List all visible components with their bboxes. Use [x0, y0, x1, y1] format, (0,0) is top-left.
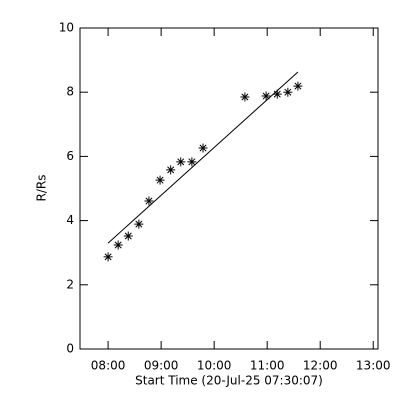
- point: [272, 89, 282, 99]
- fit-line: [107, 71, 299, 244]
- y-axis-label: R/Rs: [35, 175, 49, 202]
- point: [240, 92, 250, 102]
- x-tick-label: 12:00: [303, 359, 338, 373]
- y-tick-label: 10: [59, 21, 74, 35]
- x-tick-label: 13:00: [356, 359, 391, 373]
- y-tick-label: 0: [66, 342, 74, 356]
- point: [176, 157, 186, 167]
- x-axis-label: Start Time (20-Jul-25 07:30:07): [135, 374, 323, 388]
- plot-frame: [79, 27, 379, 350]
- point: [113, 240, 123, 250]
- y-tick-label: 8: [66, 85, 74, 99]
- point: [166, 165, 176, 175]
- y-tick-label: 2: [66, 277, 74, 291]
- point: [293, 81, 303, 91]
- point: [123, 231, 133, 241]
- point: [155, 175, 165, 185]
- x-tick-label: 11:00: [250, 359, 285, 373]
- x-tick-label: 09:00: [144, 359, 179, 373]
- y-tick-label: 4: [66, 213, 74, 227]
- point: [198, 143, 208, 153]
- point: [261, 91, 271, 101]
- x-tick-label: 08:00: [91, 359, 126, 373]
- x-tick-label: 10:00: [197, 359, 232, 373]
- point: [187, 157, 197, 167]
- y-tick-label: 6: [66, 149, 74, 163]
- point: [134, 219, 144, 229]
- point: [283, 87, 293, 97]
- point: [103, 252, 113, 262]
- point: [144, 196, 154, 206]
